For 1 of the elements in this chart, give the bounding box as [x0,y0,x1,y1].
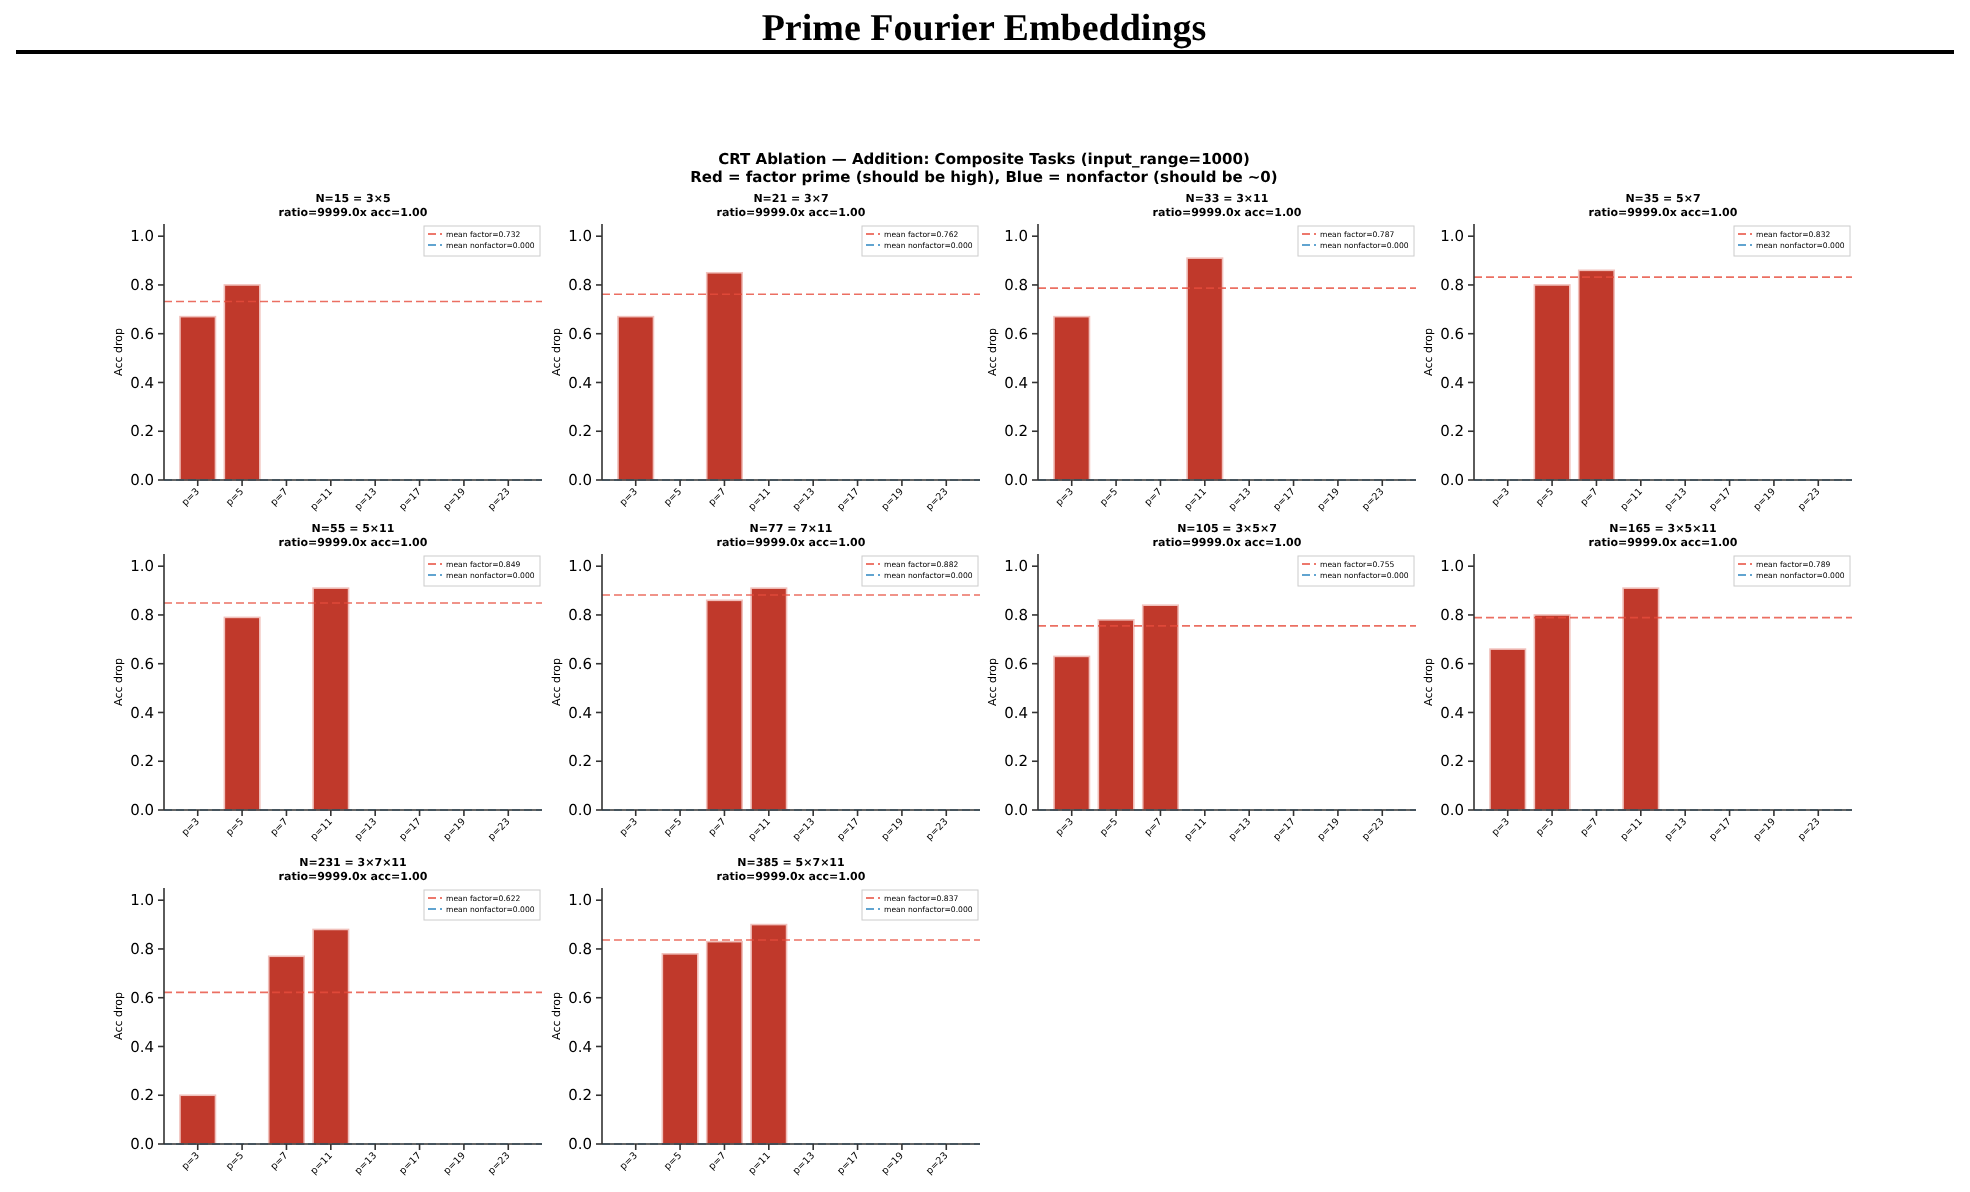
text: Prime Fourier Embeddings [761,8,1207,50]
